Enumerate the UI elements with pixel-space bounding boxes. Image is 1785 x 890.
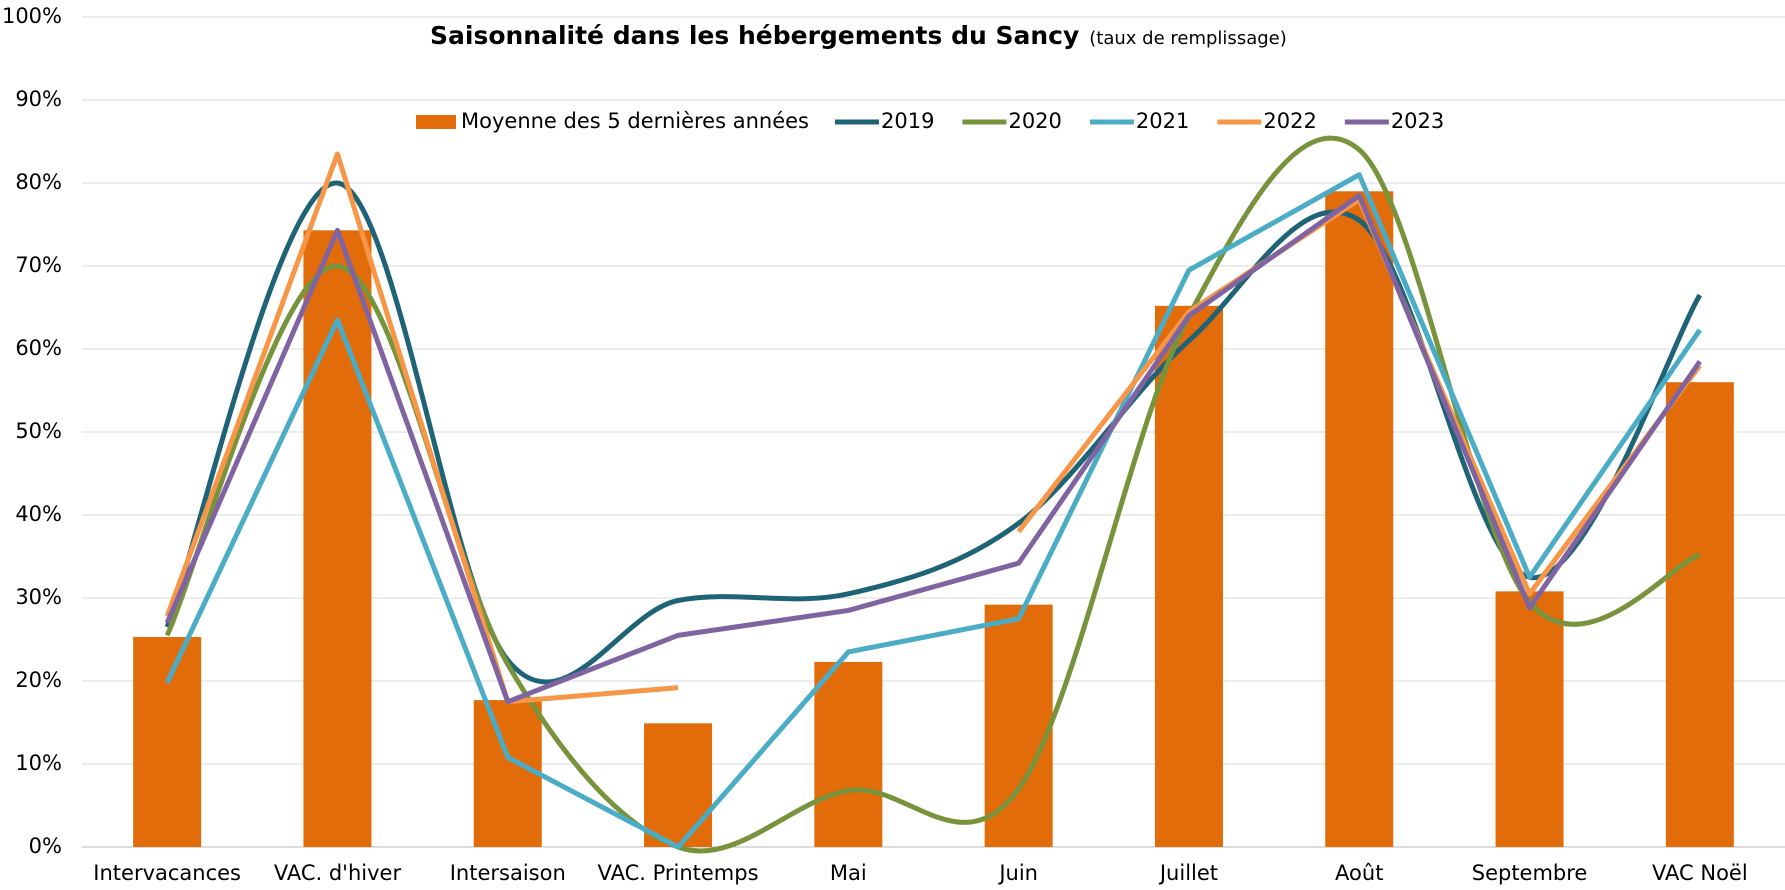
bar <box>133 637 202 847</box>
x-tick-label: Intervacances <box>93 861 241 885</box>
legend-label: 2023 <box>1391 109 1444 133</box>
x-tick-label: Intersaison <box>450 861 566 885</box>
y-tick-label: 0% <box>29 834 62 858</box>
y-tick-label: 70% <box>15 253 62 277</box>
bar <box>473 700 542 847</box>
legend-label: 2022 <box>1263 109 1316 133</box>
y-tick-label: 30% <box>15 585 62 609</box>
x-tick-label: VAC. d'hiver <box>274 861 402 885</box>
y-tick-label: 60% <box>15 336 62 360</box>
bar <box>814 661 883 847</box>
chart-subtitle: (taux de remplissage) <box>1089 28 1286 49</box>
series-line <box>164 192 1702 705</box>
y-tick-label: 50% <box>15 419 62 443</box>
chart-title: Saisonnalité dans les hébergements du Sa… <box>430 21 1079 50</box>
legend-label: 2021 <box>1136 109 1189 133</box>
x-tick-label: Mai <box>830 861 867 885</box>
bar <box>1154 305 1223 848</box>
legend-label: Moyenne des 5 dernières années <box>461 109 809 133</box>
bar <box>984 604 1053 847</box>
x-tick-label: Juin <box>997 861 1038 885</box>
series-line <box>164 151 1702 705</box>
legend-label: 2019 <box>881 109 934 133</box>
legend-swatch <box>416 115 456 129</box>
bar <box>1325 191 1394 848</box>
y-tick-label: 10% <box>15 751 62 775</box>
x-tick-label: Juillet <box>1158 861 1218 885</box>
legend-label: 2020 <box>1008 109 1061 133</box>
series-line <box>164 135 1701 854</box>
bar <box>1495 591 1564 847</box>
bar <box>1665 382 1734 847</box>
bar <box>644 723 713 847</box>
x-tick-label: VAC Noël <box>1652 861 1748 885</box>
y-tick-label: 100% <box>2 4 62 28</box>
x-tick-label: Septembre <box>1472 861 1588 885</box>
series-line <box>164 180 1702 685</box>
series-line <box>164 172 1702 850</box>
x-tick-label: Août <box>1335 861 1383 885</box>
y-tick-label: 90% <box>15 87 62 111</box>
y-tick-label: 80% <box>15 170 62 194</box>
x-tick-label: VAC. Printemps <box>598 861 759 885</box>
y-tick-label: 40% <box>15 502 62 526</box>
y-tick-label: 20% <box>15 668 62 692</box>
bar <box>303 230 372 847</box>
